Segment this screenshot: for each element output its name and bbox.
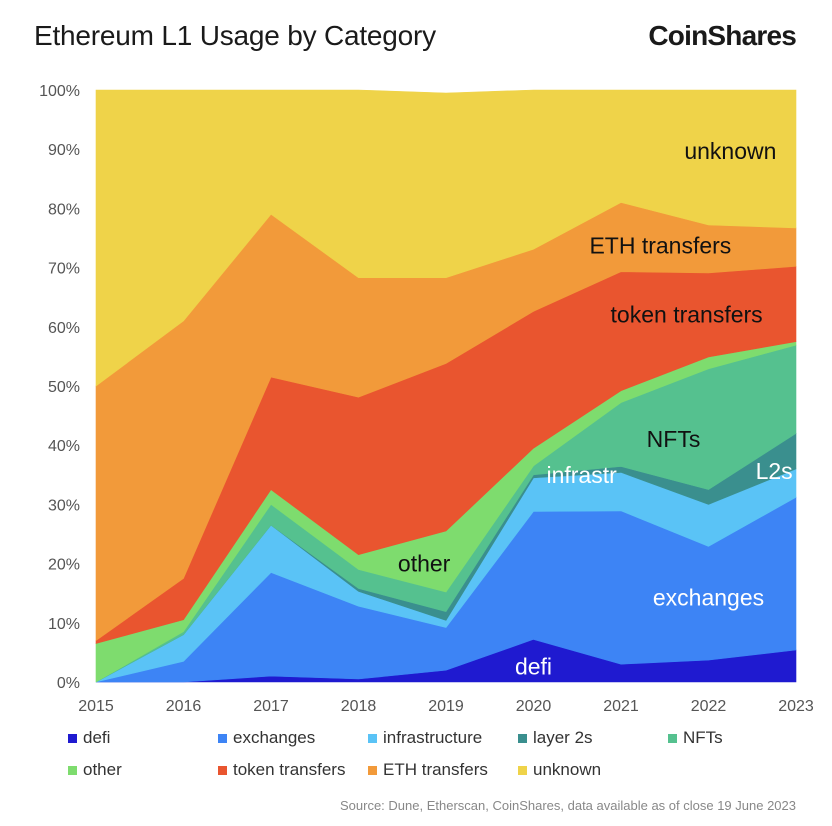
legend-item-infrastructure: infrastructure	[368, 728, 482, 748]
y-tick-label: 40%	[48, 438, 80, 455]
x-tick-label: 2015	[78, 698, 114, 715]
x-tick-label: 2016	[166, 698, 202, 715]
annotation-token-transfers: token transfers	[611, 301, 763, 327]
legend-label: layer 2s	[533, 728, 593, 747]
legend-swatch	[668, 733, 677, 743]
y-axis-ticks: 0% 10% 20% 30% 40% 50% 60% 70% 80% 90% 100%	[39, 83, 80, 692]
x-tick-label: 2021	[603, 698, 639, 715]
y-tick-label: 80%	[48, 201, 80, 218]
y-tick-label: 10%	[48, 616, 80, 633]
x-tick-label: 2020	[516, 698, 552, 715]
annotation-nfts: NFTs	[647, 426, 701, 452]
legend-label: other	[83, 760, 122, 779]
legend-swatch	[68, 733, 77, 743]
chart-title: Ethereum L1 Usage by Category	[34, 20, 436, 51]
legend-item-eth-transfers: ETH transfers	[368, 760, 488, 780]
x-tick-label: 2017	[253, 698, 289, 715]
y-tick-label: 30%	[48, 497, 80, 514]
annotation-unknown: unknown	[684, 138, 776, 164]
legend-label: unknown	[533, 760, 602, 779]
x-tick-label: 2019	[428, 698, 464, 715]
legend-swatch	[68, 765, 77, 775]
annotation-defi: defi	[515, 654, 552, 680]
annotation-infrastructure: infrastr	[546, 462, 617, 488]
stacked-area-chart: 0%10%20%30%40%50%60%70%80%90%100% 2015 20…	[39, 83, 814, 715]
x-tick-label: 2018	[341, 698, 377, 715]
annotation-eth-transfers: ETH transfers	[589, 232, 731, 258]
brand-logo: CoinShares	[648, 20, 796, 51]
y-tick-label: 20%	[48, 557, 80, 574]
legend-item-other: other	[68, 760, 122, 780]
x-tick-label: 2023	[778, 698, 814, 715]
y-tick-label: 60%	[48, 320, 80, 337]
legend-label: token transfers	[233, 760, 346, 779]
legend-swatch	[518, 765, 527, 775]
legend-label: NFTs	[683, 728, 723, 747]
legend-label: ETH transfers	[383, 760, 488, 779]
legend-item-unknown: unknown	[518, 760, 601, 780]
y-tick-label: 90%	[48, 142, 80, 159]
legend-item-defi: defi	[68, 728, 110, 748]
legend-item-nfts: NFTs	[668, 728, 723, 748]
y-tick-label: 70%	[48, 261, 80, 278]
annotation-exchanges: exchanges	[653, 585, 764, 611]
legend-label: exchanges	[233, 728, 316, 747]
legend-item-layer-2s: layer 2s	[518, 728, 593, 748]
annotation-layer-2s: L2s	[756, 458, 793, 484]
legend-swatch	[218, 733, 227, 743]
legend-swatch	[218, 765, 227, 775]
legend-swatch	[368, 733, 377, 743]
y-tick-label: 100%	[39, 83, 80, 100]
legend-swatch	[518, 733, 527, 743]
source-note: Source: Dune, Etherscan, CoinShares, dat…	[339, 798, 796, 813]
x-axis-ticks: 2015 2016 2017 2018 2019 2020 2021 2022 2023	[78, 698, 814, 715]
legend-item-token-transfers: token transfers	[218, 760, 345, 780]
legend-label: infrastructure	[383, 728, 483, 747]
y-tick-label: 50%	[48, 379, 80, 396]
area-unknown	[95, 89, 797, 387]
y-tick-label: 0%	[57, 675, 80, 692]
x-tick-label: 2022	[691, 698, 727, 715]
legend-item-exchanges: exchanges	[218, 728, 315, 748]
annotation-other: other	[398, 551, 451, 577]
legend-label: defi	[83, 728, 111, 747]
legend-swatch	[368, 765, 377, 775]
area-annotations: unknown ETH transfers token transfers NFTs L…	[398, 138, 793, 680]
series-areas	[95, 89, 797, 683]
